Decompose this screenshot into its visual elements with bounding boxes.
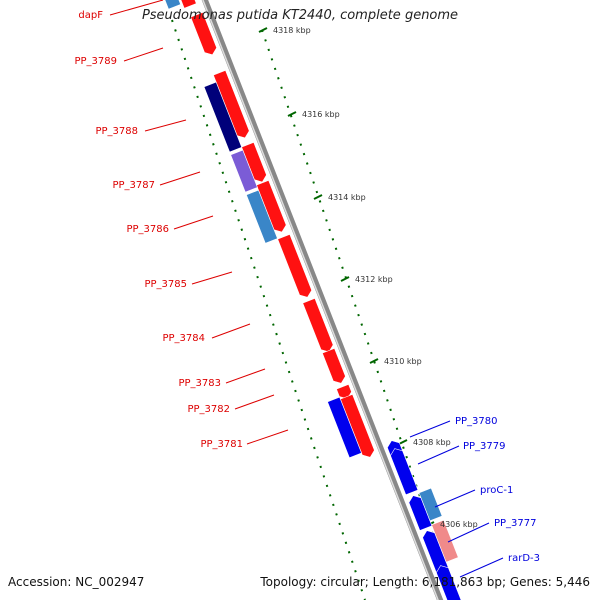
accession-text: Accession: NC_002947 — [8, 575, 145, 589]
tick-mark — [287, 111, 297, 117]
tick-label: 4306 kbp — [440, 520, 478, 529]
tick-label: 4318 kbp — [273, 26, 311, 35]
tick-label: 4312 kbp — [355, 275, 393, 284]
forward-gene-label[interactable]: PP_3784 — [162, 333, 205, 344]
forward-inner-block-2[interactable] — [245, 189, 278, 244]
reverse-leader-line — [409, 420, 451, 438]
tick-label: 4308 kbp — [413, 438, 451, 447]
forward-gene-5[interactable] — [302, 297, 334, 353]
forward-gene-label[interactable]: PP_3781 — [200, 439, 243, 450]
forward-inner-block-top[interactable] — [162, 0, 182, 10]
forward-gene-label[interactable]: PP_3789 — [74, 56, 117, 67]
forward-gene-label[interactable]: PP_3782 — [187, 404, 230, 415]
forward-inner-block-0[interactable] — [203, 81, 243, 153]
forward-gene-4[interactable] — [277, 233, 313, 298]
forward-leader-line — [109, 0, 164, 16]
tick-marks — [258, 27, 435, 527]
forward-gene-label[interactable]: dapF — [78, 10, 103, 21]
forward-inner-block-1[interactable] — [230, 149, 258, 193]
tick-labels: 4318 kbp 4316 kbp 4314 kbp 4312 kbp 4310 kbp… — [273, 26, 478, 529]
forward-gene-2[interactable] — [241, 141, 267, 183]
reverse-leader-line — [459, 557, 504, 578]
reverse-leader-line — [417, 445, 460, 465]
gene-shapes — [162, 0, 463, 600]
genome-summary: Topology: circular; Length: 6,181,863 bp… — [260, 575, 590, 589]
forward-gene-label[interactable]: PP_3785 — [144, 279, 187, 290]
forward-leader-line — [234, 394, 275, 410]
reverse-gene-label[interactable]: PP_3777 — [494, 518, 537, 529]
forward-gene-0[interactable] — [190, 11, 217, 56]
forward-leader-line — [123, 47, 164, 62]
forward-gene-label[interactable]: PP_3788 — [95, 126, 138, 137]
gene-labels: dapF PP_3789 PP_3788 PP_3787 PP_3786 PP_3785 P… — [74, 10, 540, 564]
reverse-gene-label[interactable]: proC-1 — [480, 485, 513, 496]
reverse-leader-line — [447, 522, 490, 543]
tick-mark — [340, 276, 350, 282]
forward-gene-8[interactable] — [340, 393, 375, 458]
forward-leader-line — [173, 215, 214, 230]
reverse-leader-line — [434, 489, 476, 508]
forward-gene-top[interactable] — [180, 0, 197, 9]
forward-gene-6[interactable] — [321, 347, 346, 384]
forward-gene-label[interactable]: PP_3787 — [112, 180, 155, 191]
tick-label: 4310 kbp — [384, 357, 422, 366]
genome-title: Pseudomonas putida KT2440, complete geno… — [141, 8, 459, 23]
tick-mark — [369, 358, 379, 364]
leader-lines — [109, 0, 504, 578]
forward-leader-line — [246, 429, 289, 445]
forward-inner-block-3[interactable] — [327, 396, 362, 459]
tick-mark — [398, 439, 408, 445]
tick-label: 4316 kbp — [302, 110, 340, 119]
reverse-gene-1[interactable] — [390, 448, 419, 496]
forward-gene-label[interactable]: PP_3786 — [126, 224, 169, 235]
tick-label: 4314 kbp — [328, 193, 366, 202]
reverse-gene-label[interactable]: PP_3780 — [455, 416, 498, 427]
genome-backbone-inner — [202, 0, 439, 600]
forward-leader-line — [159, 171, 201, 186]
forward-leader-line — [191, 271, 233, 285]
forward-leader-line — [144, 119, 187, 132]
reverse-outer-block-0[interactable] — [418, 487, 443, 522]
gc-track-inner — [171, 19, 366, 600]
tick-mark — [258, 27, 268, 33]
forward-leader-line — [225, 368, 266, 384]
reverse-gene-label[interactable]: PP_3779 — [463, 441, 506, 452]
forward-leader-line — [211, 323, 251, 339]
forward-gene-3[interactable] — [256, 179, 287, 233]
reverse-gene-label[interactable]: rarD-3 — [508, 553, 540, 564]
reverse-gene-2[interactable] — [408, 495, 433, 531]
forward-gene-1[interactable] — [213, 69, 250, 139]
reverse-outer-block-1[interactable] — [431, 519, 459, 563]
tick-mark — [313, 194, 323, 200]
genome-backbone — [201, 0, 444, 600]
reverse-gene-4[interactable] — [436, 565, 463, 600]
forward-gene-label[interactable]: PP_3783 — [178, 378, 221, 389]
